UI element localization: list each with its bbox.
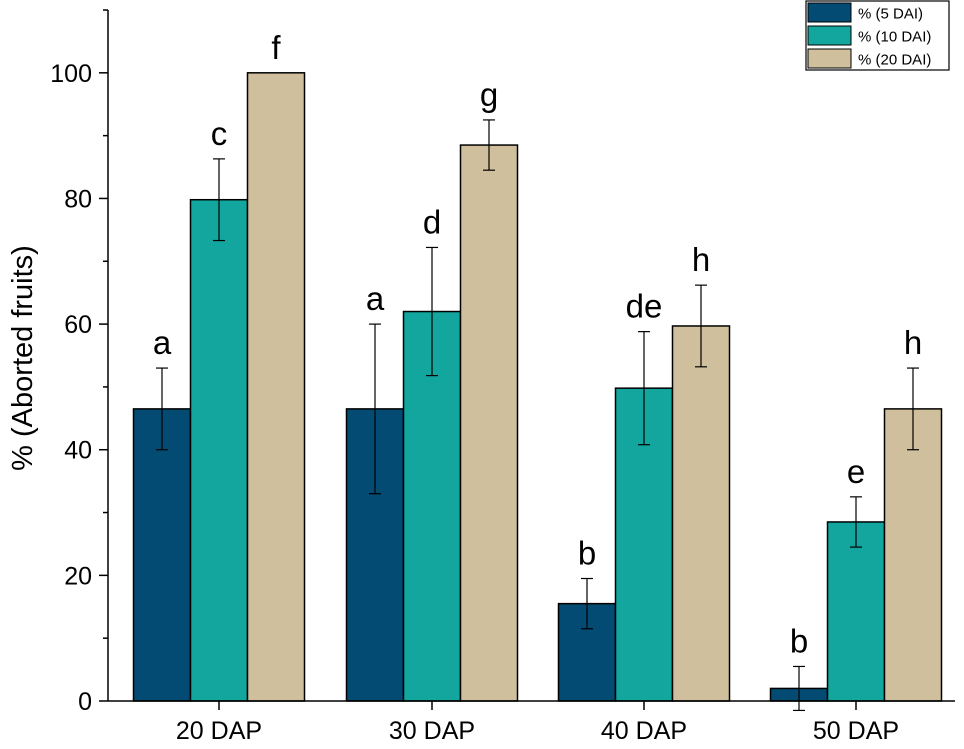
bar [459,144,519,702]
bar [132,408,192,702]
significance-letter: f [271,29,281,66]
significance-letter: b [578,535,596,572]
x-tick-label: 40 DAP [601,717,687,745]
legend-label: % (20 DAI) [858,52,931,69]
y-tick-label: 80 [64,185,92,213]
x-tick-label: 30 DAP [389,717,475,745]
plot-area: a a b b c d de e f g h h [132,29,943,712]
significance-letter: e [847,453,865,490]
significance-letter: de [626,288,663,325]
bar [826,521,886,702]
y-tick-label: 40 [64,437,92,465]
significance-letter: c [211,115,228,152]
significance-letter: g [480,76,498,113]
bar [246,72,306,702]
significance-letter: a [153,324,172,361]
significance-letter: b [790,622,808,659]
legend-label: % (10 DAI) [858,29,931,46]
legend-swatch [807,25,852,46]
y-tick-label: 0 [78,688,92,716]
bar [671,325,731,702]
significance-letter: d [423,203,441,240]
y-tick-label: 20 [64,562,92,590]
significance-letter: a [366,280,385,317]
y-axis-label: % (Aborted fruits) [7,245,39,471]
significance-letter: h [904,324,922,361]
bar [883,408,943,702]
y-tick-label: 60 [64,311,92,339]
significance-letter: h [692,241,710,278]
bar [189,198,249,702]
x-tick-label: 20 DAP [176,717,262,745]
legend-label: % (5 DAI) [858,6,923,23]
axes: 0 20 40 60 80 100 20 DAP 30 DAP 40 DAP 50 DAP [50,9,955,745]
legend: % (5 DAI) % (10 DAI) % (20 DAI) [805,0,950,71]
x-tick-label: 50 DAP [813,717,899,745]
y-tick-label: 100 [50,60,92,88]
legend-swatch [807,48,852,69]
legend-swatch [807,2,852,23]
